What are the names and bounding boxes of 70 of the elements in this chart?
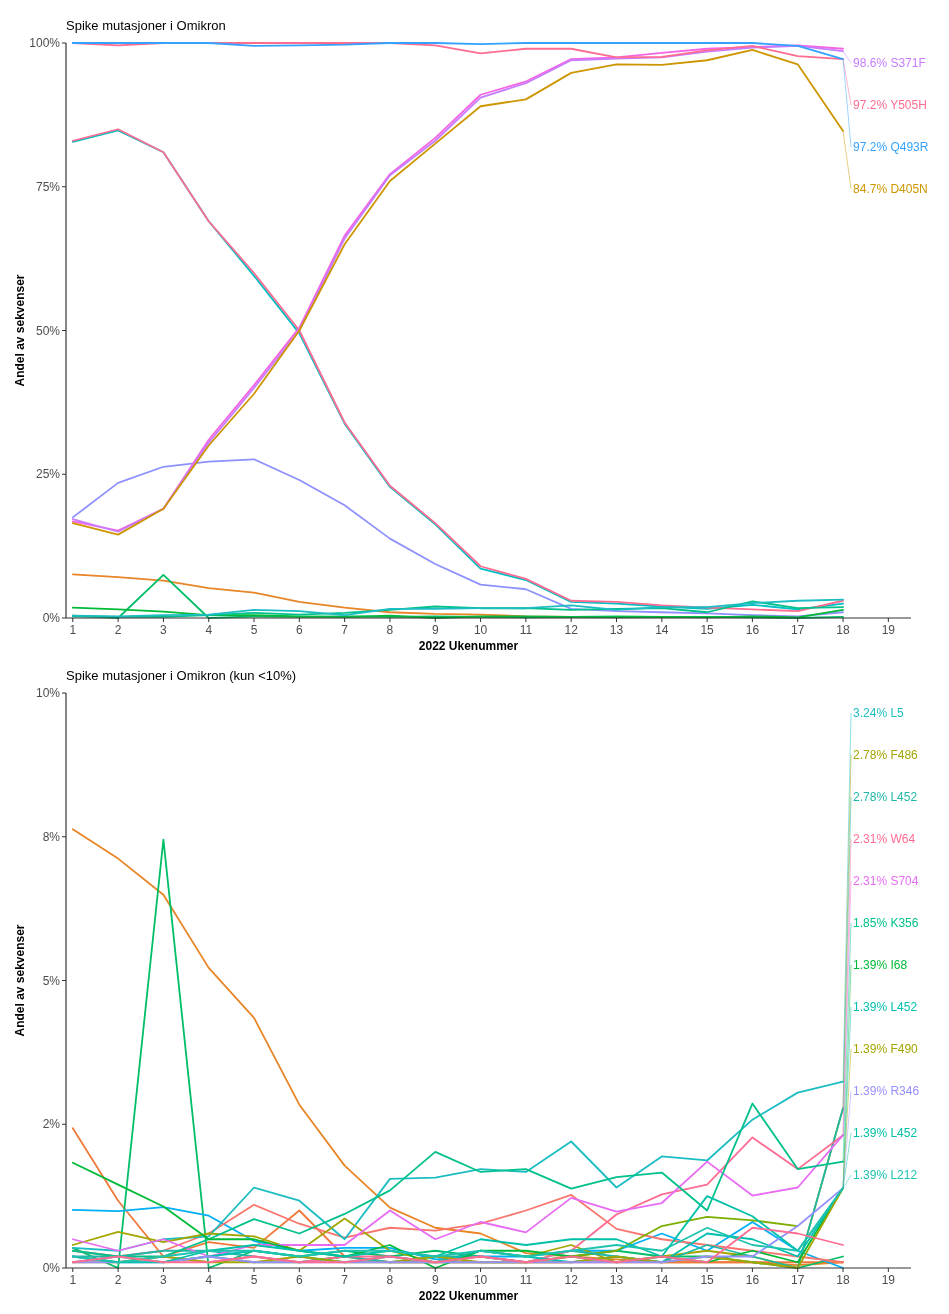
x-tick-label: 13 (609, 1273, 624, 1287)
x-tick-label: 6 (295, 623, 303, 637)
y-tick-label: 100% (29, 36, 61, 51)
text: 3.24% L5 (853, 706, 905, 721)
y-tick-label: 0% (42, 611, 61, 626)
x-tick-label: 15 (700, 623, 715, 637)
y-tick-label: 75% (35, 179, 61, 194)
x-tick-label: 4 (205, 623, 213, 637)
text: 2.31% S704 (853, 874, 919, 889)
y-tick-label: 5% (42, 973, 61, 988)
x-tick-label: 14 (655, 623, 669, 637)
y-axis-title: Andel av sekvenser (13, 924, 27, 1037)
text: 1.39% R346 (853, 1084, 920, 1099)
x-tick-label: 16 (745, 1273, 760, 1287)
x-tick-label: 9 (431, 623, 439, 637)
x-tick-label: 5 (250, 623, 258, 637)
x-tick-label: 7 (341, 623, 349, 637)
text: 1.39% I68 (853, 958, 908, 973)
x-tick-label: 11 (519, 1273, 533, 1287)
chart-title: Spike mutasjoner i Omikron (66, 18, 226, 33)
x-tick-label: 12 (564, 623, 579, 637)
text: 2.78% F486 (853, 748, 919, 763)
x-tick-label: 13 (609, 623, 624, 637)
x-tick-label: 2 (114, 623, 122, 637)
x-tick-label: 3 (160, 623, 168, 637)
x-axis-title: 2022 Ukenummer (418, 639, 519, 653)
x-tick-label: 1 (69, 623, 77, 637)
x-tick-label: 17 (791, 1273, 805, 1287)
x-tick-label: 19 (881, 623, 896, 637)
x-tick-label: 12 (564, 1273, 579, 1287)
x-tick-label: 11 (519, 623, 533, 637)
text: 1.85% K356 (853, 916, 919, 931)
text: 1.39% L452 (853, 1000, 918, 1015)
x-tick-label: 6 (295, 1273, 303, 1287)
text: 97.2% Q493R (853, 140, 929, 155)
x-tick-label: 17 (791, 623, 805, 637)
legend-label: 1.39% L212 (853, 1168, 918, 1183)
x-tick-label: 10 (473, 623, 488, 637)
x-tick-label: 8 (386, 623, 394, 637)
x-tick-label: 18 (836, 1273, 851, 1287)
text: 1.39% L452 (853, 1126, 918, 1141)
chart-title: Spike mutasjoner i Omikron (kun <10%) (66, 668, 297, 683)
y-tick-label: 0% (42, 1261, 61, 1276)
x-tick-label: 15 (700, 1273, 715, 1287)
x-tick-label: 1 (69, 1273, 77, 1287)
x-tick-label: 9 (431, 1273, 439, 1287)
x-tick-label: 18 (836, 623, 851, 637)
text: 1.39% F490 (853, 1042, 919, 1057)
x-tick-label: 7 (341, 1273, 349, 1287)
x-tick-label: 2 (114, 1273, 122, 1287)
y-axis-title: Andel av sekvenser (13, 274, 27, 387)
y-tick-label: 2% (42, 1117, 61, 1132)
x-tick-label: 10 (473, 1273, 488, 1287)
text: 2.78% L452 (853, 790, 918, 805)
text: 2.31% W64 (853, 832, 916, 847)
y-tick-label: 8% (42, 829, 61, 844)
x-tick-label: 4 (205, 1273, 213, 1287)
y-tick-label: 50% (35, 323, 61, 338)
y-tick-label: 25% (35, 467, 61, 482)
x-axis-title: 2022 Ukenummer (418, 1289, 519, 1303)
x-tick-label: 19 (881, 1273, 896, 1287)
text: 97.2% Y505H (853, 98, 927, 113)
x-tick-label: 3 (160, 1273, 168, 1287)
x-tick-label: 16 (745, 623, 760, 637)
x-tick-label: 8 (386, 1273, 394, 1287)
x-tick-label: 5 (250, 1273, 258, 1287)
legend-label: 98.6% S371F (853, 56, 926, 71)
y-tick-label: 10% (35, 686, 61, 701)
text: 84.7% D405N (853, 182, 928, 197)
x-tick-label: 14 (655, 1273, 669, 1287)
